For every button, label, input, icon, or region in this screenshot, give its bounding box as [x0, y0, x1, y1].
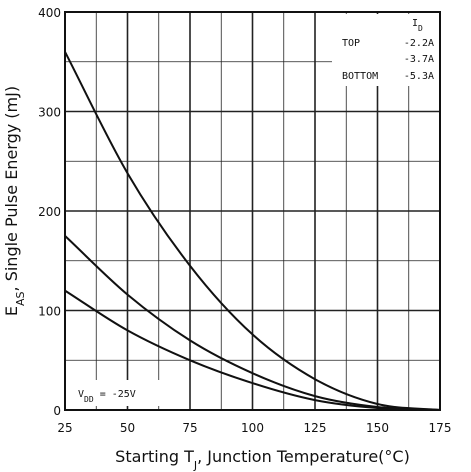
x-tick-label: 25 [57, 421, 72, 435]
x-tick-labels: 25 50 75 100 125 150 175 [57, 421, 451, 435]
legend-label-bottom: BOTTOM [342, 71, 378, 82]
x-tick-label: 175 [429, 421, 452, 435]
x-tick-label: 150 [366, 421, 389, 435]
x-tick-label: 100 [241, 421, 264, 435]
y-tick-label: 0 [53, 404, 61, 418]
y-tick-label: 300 [38, 106, 61, 120]
y-tick-label: 200 [38, 205, 61, 219]
legend-value-top: -2.2A [404, 38, 434, 49]
y-axis-title: EAS, Single Pulse Energy (mJ) [2, 86, 27, 316]
y-tick-labels: 0 100 200 300 400 [38, 6, 61, 418]
x-tick-label: 50 [120, 421, 135, 435]
legend-value-mid: -3.7A [404, 54, 434, 65]
legend-value-bottom: -5.3A [404, 71, 434, 82]
x-tick-label: 125 [304, 421, 327, 435]
x-axis-title: Starting TJ, Junction Temperature(°C) [115, 447, 410, 472]
grid-lines [65, 12, 440, 410]
legend-label-top: TOP [342, 38, 360, 49]
y-tick-label: 100 [38, 305, 61, 319]
y-tick-label: 400 [38, 6, 61, 20]
x-tick-label: 75 [182, 421, 197, 435]
